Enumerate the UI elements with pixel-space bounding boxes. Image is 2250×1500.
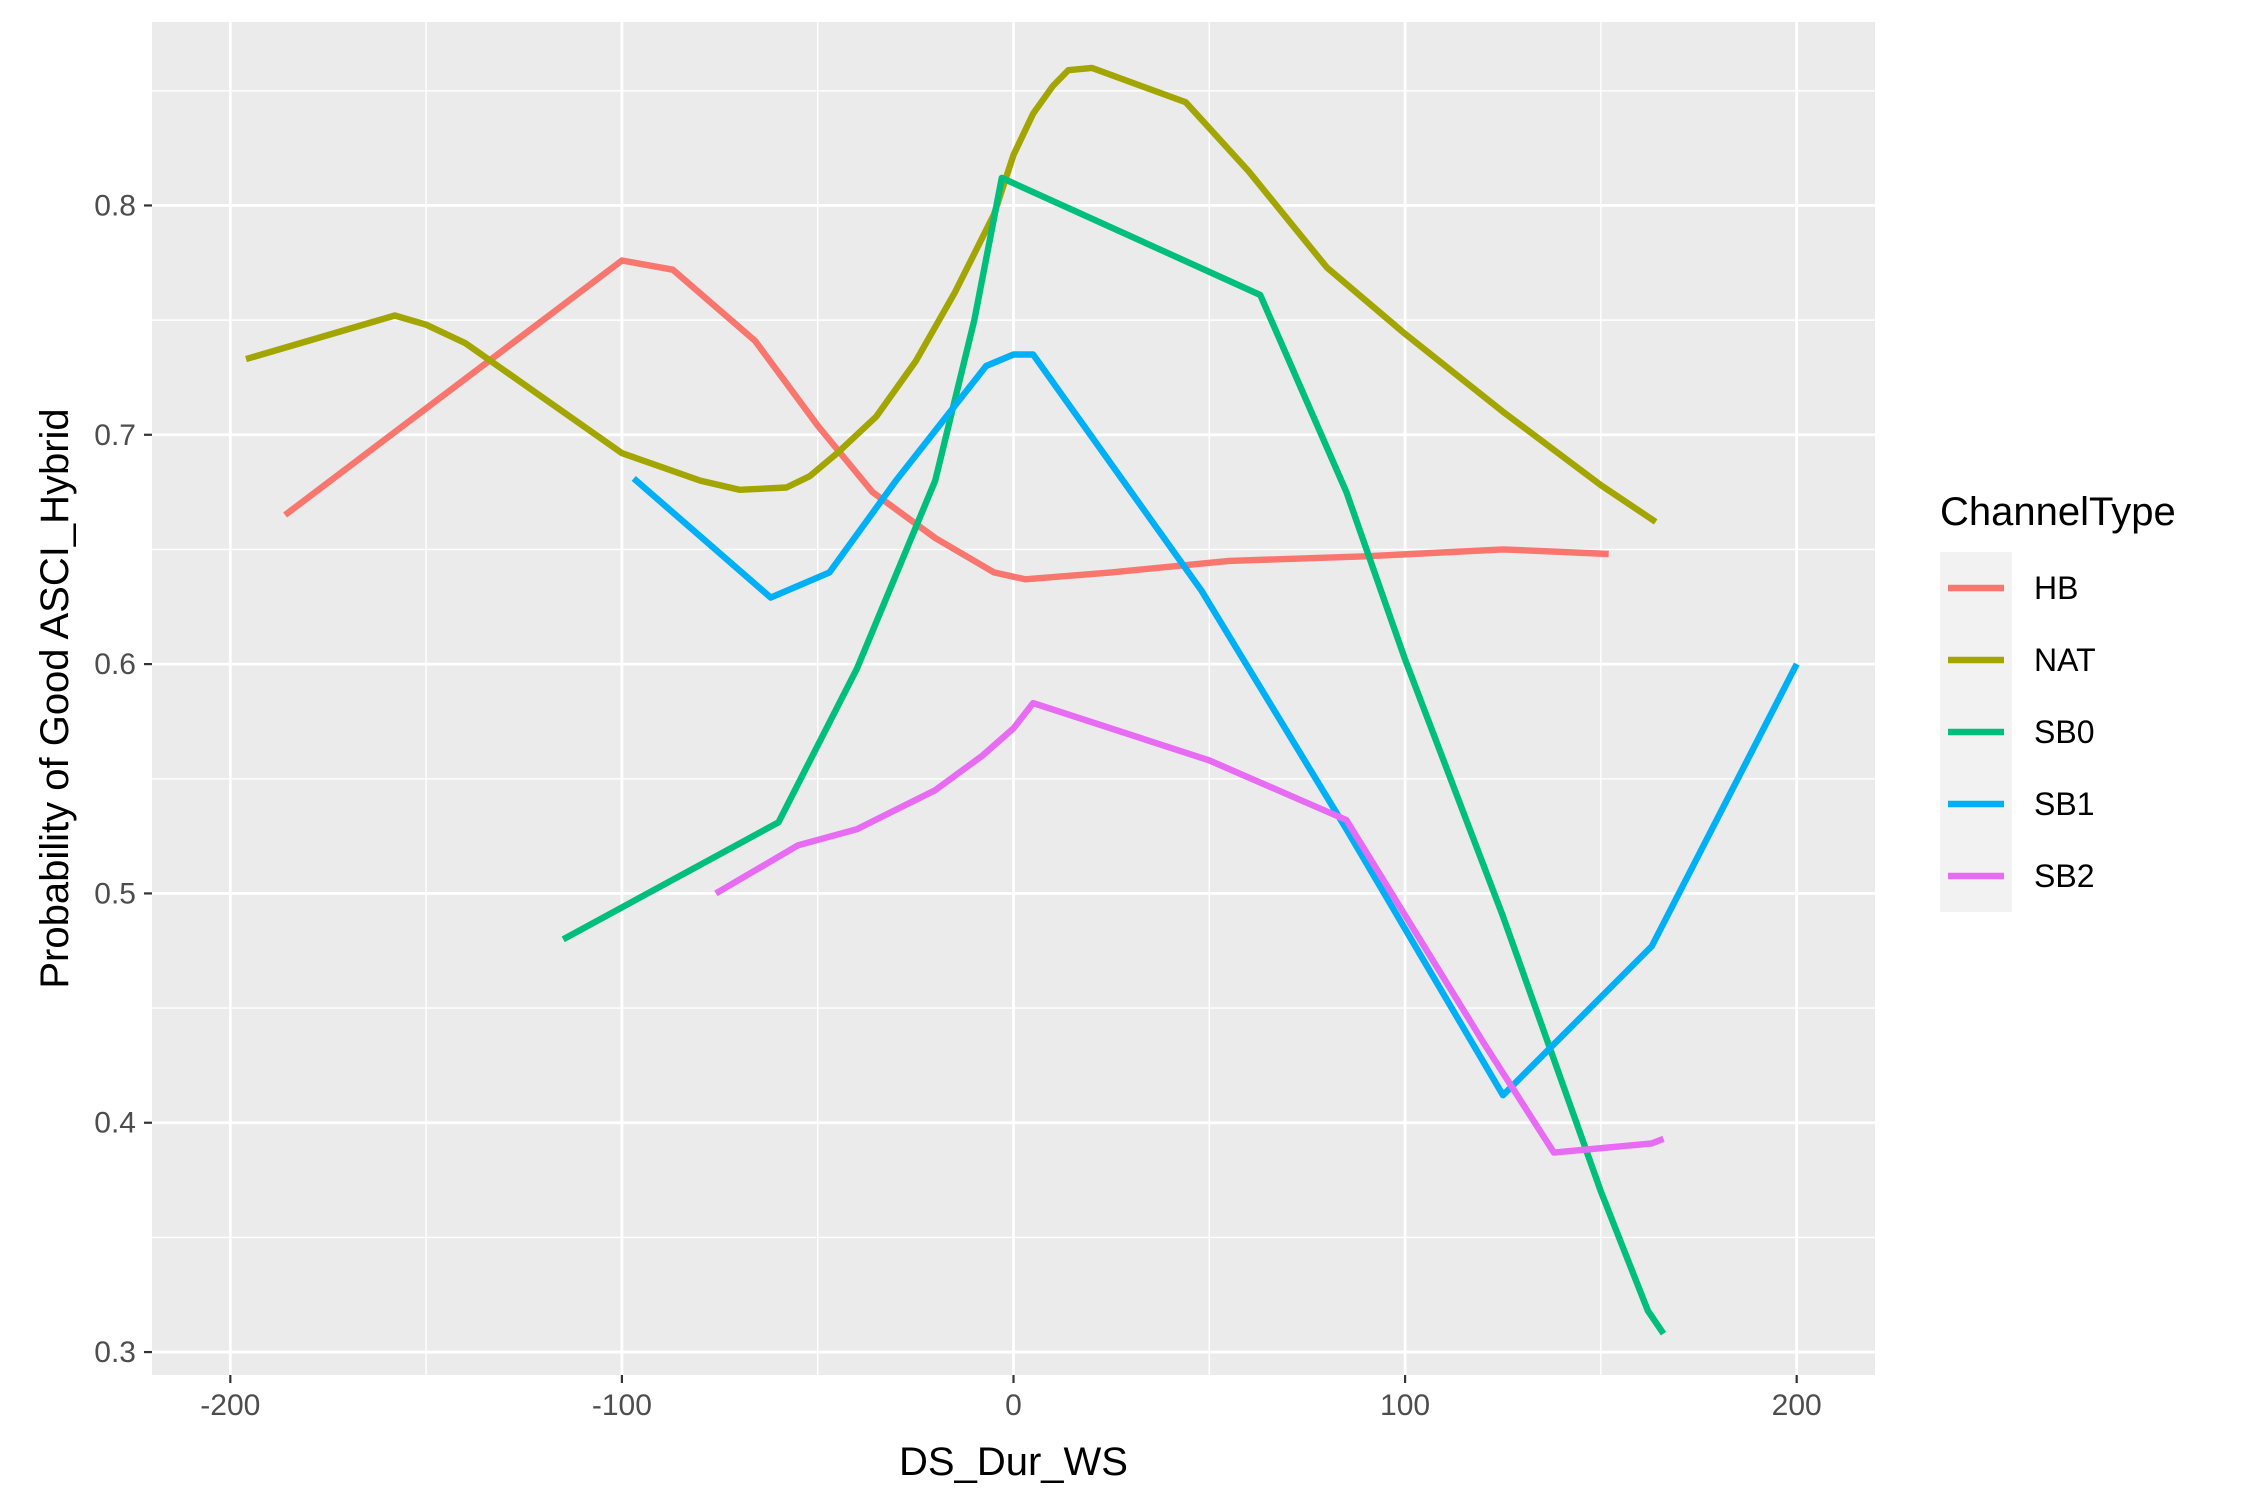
y-axis-ticks: 0.3 0.4 0.5 0.6 0.7 0.8 [94,189,152,1369]
y-tick-label: 0.7 [94,419,136,452]
series-line-nat [245,64,1658,525]
x-axis-title: DS_Dur_WS [899,1440,1128,1484]
y-axis-title: Probability of Good ASCI_Hybrid [33,408,77,988]
series-line-hb [283,257,1609,583]
y-tick-label: 0.5 [94,877,136,910]
legend-label-sb1: SB1 [2034,786,2094,822]
legend-label-nat: NAT [2034,642,2096,678]
grid-major [152,22,1875,1375]
x-tick-label: -100 [592,1389,652,1422]
series-layer [245,64,1800,1336]
y-tick-label: 0.8 [94,189,136,222]
legend: ChannelType HB NAT SB0 SB1 SB2 [1940,490,2176,912]
x-tick-label: 100 [1380,1389,1430,1422]
legend-title: ChannelType [1940,490,2176,534]
y-tick-label: 0.6 [94,648,136,681]
legend-label-hb: HB [2034,570,2078,606]
y-tick-label: 0.4 [94,1107,136,1140]
x-tick-label: 0 [1005,1389,1022,1422]
series-line-sb1 [631,351,1800,1099]
series-line-sb2 [714,699,1665,1156]
x-tick-label: 200 [1772,1389,1822,1422]
series-line-sb0 [561,174,1667,1336]
y-tick-label: 0.3 [94,1336,136,1369]
x-tick-label: -200 [200,1389,260,1422]
x-axis-ticks: -200 -100 0 100 200 [200,1375,1822,1422]
legend-items: HB NAT SB0 SB1 SB2 [1940,552,2096,912]
legend-label-sb2: SB2 [2034,858,2094,894]
legend-label-sb0: SB0 [2034,714,2094,750]
